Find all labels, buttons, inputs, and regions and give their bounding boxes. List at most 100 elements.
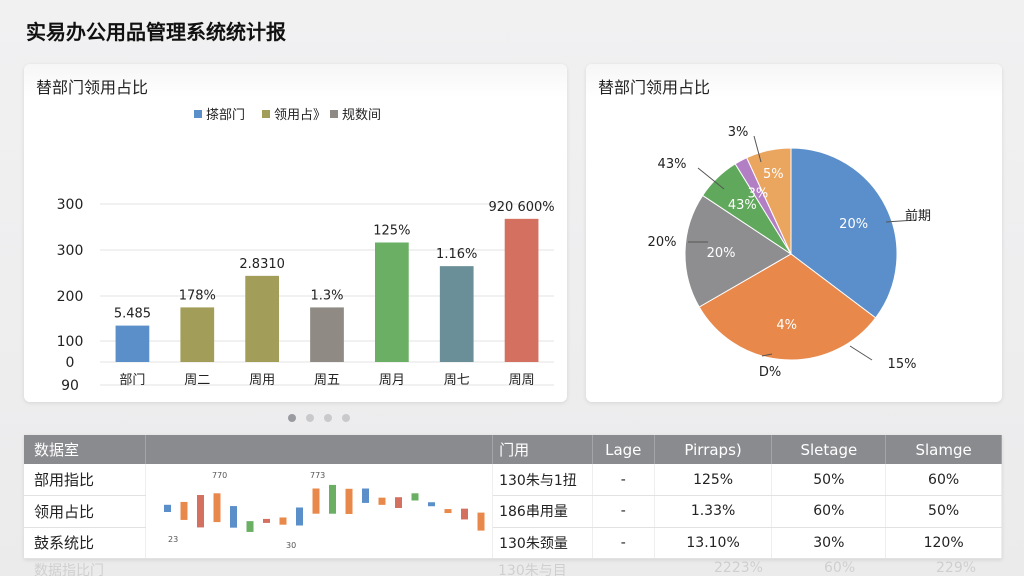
x-tick-label: 周二 (184, 373, 210, 388)
reflection-text: 130朱与目 (498, 563, 567, 576)
spark-label: 770 (212, 471, 227, 480)
reflection-text: 2223% (714, 560, 763, 576)
cell-dash: - (592, 495, 655, 528)
column-header[interactable]: Pirraps) (654, 435, 773, 464)
carousel-dot[interactable] (342, 414, 350, 422)
pie-chart-title: 替部门领用占比 (598, 78, 711, 97)
spark-bar (246, 521, 254, 532)
table-row[interactable]: 部用指比 770 773 23 30 130朱与1扭 - 125% 50% 60% (24, 464, 1002, 559)
bar-chart-card: 替部门领用占比 300 300 200 100 90 0 搽部门 领用占》 规数间 5.485 部门… (24, 64, 567, 402)
table-header-row: 数据室 门用 Lage Pirraps) Sletage Slamge (24, 435, 1002, 464)
spark-bar (164, 504, 172, 512)
callout-line (753, 135, 762, 163)
pie-callout-label: 前期 (905, 208, 931, 224)
row-label: 鼓系统比 (24, 527, 147, 559)
carousel-dot[interactable] (306, 414, 314, 422)
spark-bar (345, 488, 353, 514)
spark-label: 30 (286, 541, 296, 550)
cell-value: 60% (885, 464, 1002, 496)
cell-value: 125% (654, 464, 773, 496)
cell-value: 50% (885, 495, 1002, 528)
carousel-dots (288, 414, 350, 422)
spark-bar (312, 488, 320, 514)
bar-data-label: 125% (373, 223, 410, 238)
pie-callout-label: 15% (888, 357, 917, 372)
bar (504, 218, 539, 362)
spark-bar (230, 506, 238, 528)
cell-dash: - (592, 464, 655, 496)
y-tick-label: 200 (57, 289, 84, 305)
spark-bar (197, 495, 205, 528)
y-tick-label: 300 (57, 243, 84, 259)
pie-slice (790, 147, 898, 319)
row-label: 部用指比 (24, 464, 147, 496)
bar (439, 266, 474, 362)
carousel-dot[interactable] (288, 414, 296, 422)
bar-chart: 300 300 200 100 90 0 搽部门 领用占》 规数间 5.485 部门 178% 周二 2.… (57, 108, 555, 394)
column-header[interactable] (145, 435, 494, 464)
bar (245, 275, 280, 362)
cell-item: 130朱与1扭 (492, 464, 593, 496)
spark-bar (180, 501, 188, 520)
x-tick-label: 周五 (314, 373, 340, 388)
callout-line (849, 345, 873, 361)
pie-slice (698, 253, 877, 361)
spark-label: 23 (168, 535, 178, 544)
reflection-text: 数据指比门 (34, 563, 104, 576)
pie-slice-label: 43% (728, 198, 757, 213)
sparkline-cell: 770 773 23 30 (145, 464, 494, 559)
x-tick-label: 周七 (444, 373, 470, 388)
cell-item: 130朱颈量 (492, 527, 593, 559)
spark-bar (461, 508, 469, 520)
cell-value: 1.33% (654, 495, 773, 528)
bar (180, 307, 215, 362)
table-row[interactable]: 领用占比 186串用量 - 1.33% 60% 50% (24, 495, 1002, 528)
pie-callout-label: 3% (728, 125, 749, 140)
spark-label: 773 (310, 471, 325, 480)
column-header[interactable]: 数据室 (24, 435, 147, 464)
carousel-dot[interactable] (324, 414, 332, 422)
column-header[interactable]: Lage (592, 435, 655, 464)
page-title: 实易办公用品管理系统统计报 (26, 20, 286, 44)
pie-slice-label: 3% (748, 186, 769, 201)
y-tick-label: 0 (66, 355, 75, 371)
table-row[interactable]: 鼓系统比 130朱颈量 - 13.10% 30% 120% (24, 527, 1002, 559)
column-header[interactable]: Slamge (885, 435, 1002, 464)
table-reflection: 数据指比门 130朱与目 2223% 60% 229% (24, 560, 1002, 576)
data-table: 数据室 门用 Lage Pirraps) Sletage Slamge 部用指比… (24, 435, 1002, 559)
x-tick-label: 周月 (379, 373, 405, 388)
pie-slice-label: 20% (707, 246, 736, 261)
cell-dash: - (592, 527, 655, 559)
spark-bar (362, 488, 370, 503)
bar (374, 242, 409, 362)
callout-line (761, 353, 773, 357)
spark-bar (395, 497, 403, 509)
cell-value: 50% (771, 464, 887, 496)
spark-bar (444, 509, 452, 514)
x-tick-label: 周周 (509, 373, 535, 388)
bar-data-label: 178% (179, 288, 216, 303)
legend-label: 规数间 (342, 108, 381, 123)
spark-bar (411, 493, 419, 501)
column-header[interactable]: Sletage (771, 435, 887, 464)
spark-bar (428, 502, 436, 507)
spark-bar (329, 484, 337, 514)
sparkline-chart: 770 773 23 30 (164, 471, 485, 550)
bar-data-label: 920 600% (489, 200, 555, 215)
pie-slice-label: 20% (839, 217, 868, 232)
column-header[interactable]: 门用 (492, 435, 593, 464)
bar (115, 325, 150, 362)
bar-data-label: 5.485 (114, 307, 151, 322)
cell-value: 60% (771, 495, 887, 528)
cell-value: 120% (885, 527, 1002, 559)
bar-data-label: 1.3% (310, 288, 343, 303)
pie-slice-label: 5% (763, 167, 784, 182)
legend-swatch (262, 110, 270, 118)
reflection-text: 229% (936, 560, 977, 576)
spark-bar (279, 517, 287, 525)
pie-slice-label: 4% (776, 318, 797, 333)
spark-bar (477, 512, 485, 531)
legend-swatch (330, 110, 338, 118)
bar-data-label: 1.16% (436, 247, 477, 262)
